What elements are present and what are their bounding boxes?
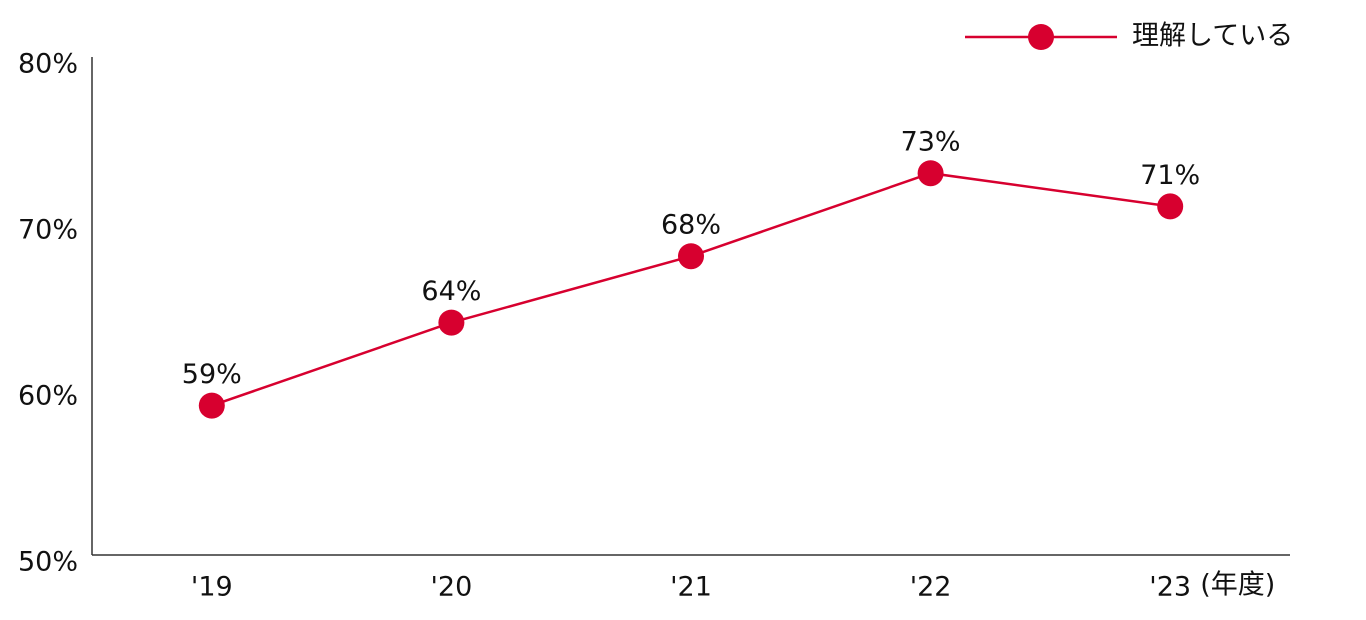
series-line [211, 171, 1171, 407]
data-label: 68% [661, 210, 721, 241]
x-tick-label: '21 [670, 572, 712, 603]
data-label: 73% [901, 127, 961, 158]
x-axis-label: (年度) [1200, 570, 1275, 601]
y-tick-label: 60% [18, 381, 78, 412]
y-tick-label: 50% [18, 547, 78, 578]
point [198, 392, 225, 419]
point [438, 309, 465, 336]
point [917, 160, 944, 187]
point [678, 243, 704, 270]
x-tick-label: '19 [191, 572, 233, 603]
legend-label: 理解している [1132, 21, 1293, 52]
legend-marker [1028, 24, 1054, 50]
y-tick-label: 70% [18, 215, 78, 246]
y-tick-label: 80% [18, 49, 78, 80]
x-tick-label: '23 [1149, 572, 1191, 603]
x-tick-label: '20 [431, 572, 473, 603]
data-label: 71% [1140, 160, 1200, 191]
x-tick-label: '22 [910, 572, 952, 603]
data-label: 64% [421, 276, 481, 307]
point [1157, 193, 1184, 220]
data-label: 59% [182, 359, 242, 390]
